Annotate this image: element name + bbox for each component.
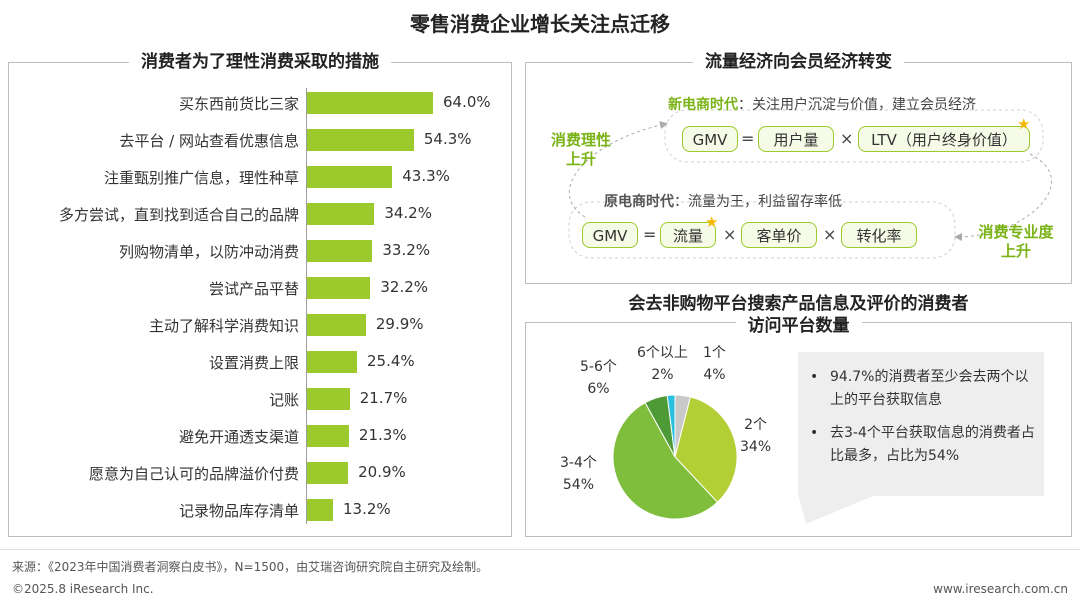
economy-shift-title: 流量经济向会员经济转变 bbox=[526, 51, 1071, 73]
bar bbox=[307, 351, 357, 373]
platform-count-panel: 会去非购物平台搜索产品信息及评价的消费者 访问平台数量 bbox=[525, 294, 1072, 537]
pie-label-4: 5-6个 6% bbox=[580, 359, 617, 397]
old-traffic-pill: 流量 bbox=[660, 222, 716, 248]
insight-box bbox=[798, 352, 1044, 496]
bar-category-label: 愿意为自己认可的品牌溢价付费 bbox=[88, 465, 299, 483]
bar bbox=[307, 499, 333, 521]
bar-category-label: 多方尝试，直到找到适合自己的品牌 bbox=[58, 206, 299, 224]
new-gmv-pill: GMV bbox=[682, 126, 738, 152]
bar-category-label: 买东西前货比三家 bbox=[178, 95, 299, 113]
pie-slice bbox=[612, 401, 719, 520]
bar-category-label: 尝试产品平替 bbox=[208, 280, 299, 298]
bar bbox=[307, 203, 375, 225]
source-note: 来源：《2023年中国消费者洞察白皮书》，N=1500，由艾瑞咨询研究院自主研究… bbox=[12, 560, 489, 574]
bar-value-label: 20.9% bbox=[358, 463, 406, 481]
copyright: ©2025.8 iResearch Inc. bbox=[12, 582, 154, 596]
pie-label-5: 6个以上 2% bbox=[637, 345, 688, 383]
new-users-pill: 用户量 bbox=[758, 126, 834, 152]
old-times-1: × bbox=[723, 225, 737, 244]
old-conversion-pill: 转化率 bbox=[841, 222, 917, 248]
old-equals: = bbox=[643, 225, 657, 244]
pie-slice bbox=[674, 396, 738, 503]
bar-category-label: 主动了解科学消费知识 bbox=[148, 317, 299, 335]
bar bbox=[307, 388, 350, 410]
new-era-tag: 新电商时代 bbox=[668, 97, 738, 113]
callout-tail bbox=[798, 494, 878, 524]
bar bbox=[307, 129, 414, 151]
measures-panel: 消费者为了理性消费采取的措施 bbox=[8, 52, 512, 537]
bar-value-label: 13.2% bbox=[342, 500, 391, 518]
old-times-2: × bbox=[823, 225, 837, 244]
bar bbox=[307, 277, 371, 299]
economy-shift-panel: 流量经济向会员经济转变 bbox=[525, 52, 1072, 284]
bar-value-label: 25.4% bbox=[367, 352, 415, 370]
pie-slice bbox=[666, 394, 676, 458]
new-era-line: 新电商时代：关注用户沉淀与价值，建立会员经济 bbox=[668, 94, 976, 114]
star-icon: ★ bbox=[705, 213, 719, 231]
bar-value-label: 32.2% bbox=[380, 278, 429, 296]
bar-value-label: 33.2% bbox=[382, 241, 431, 259]
star-icon: ★ bbox=[1017, 115, 1031, 133]
pie-label-2: 2个 34% bbox=[740, 417, 772, 455]
pie-label-1: 1个 4% bbox=[703, 345, 726, 383]
measures-panel-title: 消费者为了理性消费采取的措施 bbox=[9, 51, 511, 73]
bar bbox=[307, 462, 349, 484]
bar-value-label: 43.3% bbox=[402, 167, 450, 185]
bar bbox=[307, 314, 366, 336]
page-title: 零售消费企业增长关注点迁移 bbox=[410, 12, 670, 36]
website-link[interactable]: www.iresearch.com.cn bbox=[933, 582, 1068, 596]
platform-count-title: 会去非购物平台搜索产品信息及评价的消费者 访问平台数量 bbox=[526, 293, 1071, 337]
insight-note-2: • 去3-4个平台获取信息的消费者占比最多，占比为54% bbox=[810, 425, 1035, 464]
bar-value-label: 64.0% bbox=[443, 93, 491, 111]
new-era-frame bbox=[664, 109, 1044, 163]
new-equals: = bbox=[741, 129, 755, 148]
new-era-desc: ：关注用户沉淀与价值，建立会员经济 bbox=[738, 97, 976, 113]
pie-label-3: 3-4个 54% bbox=[560, 455, 597, 493]
bar-chart-axis bbox=[306, 88, 307, 524]
bar-value-label: 21.3% bbox=[358, 426, 407, 444]
bar-category-label: 避免开通透支渠道 bbox=[178, 428, 299, 446]
arrow-up-left bbox=[568, 121, 668, 218]
new-ltv-pill: LTV（用户终身价值） bbox=[858, 126, 1030, 152]
old-era-line: 原电商时代：流量为王，利益留存率低 bbox=[604, 191, 842, 211]
bar-category-label: 去平台 / 网站查看优惠信息 bbox=[119, 132, 299, 150]
bar-category-label: 记账 bbox=[268, 391, 299, 409]
bar-value-label: 54.3% bbox=[423, 130, 472, 148]
cycle-arrows bbox=[568, 109, 1052, 259]
old-aov-pill: 客单价 bbox=[741, 222, 817, 248]
old-gmv-pill: GMV bbox=[582, 222, 638, 248]
bar-value-label: 34.2% bbox=[384, 204, 432, 222]
old-era-tag: 原电商时代 bbox=[604, 194, 674, 210]
bar-value-label: 21.7% bbox=[359, 389, 408, 407]
old-era-frame bbox=[568, 201, 956, 259]
bar-category-label: 注重甄别推广信息，理性种草 bbox=[103, 169, 299, 187]
bar-category-label: 记录物品库存清单 bbox=[178, 502, 299, 520]
bar-category-label: 列购物清单，以防冲动消费 bbox=[118, 243, 299, 261]
arrow-down-right bbox=[954, 153, 1052, 241]
bar bbox=[307, 240, 373, 262]
bar bbox=[307, 425, 349, 447]
bar bbox=[307, 166, 393, 188]
footer-divider bbox=[0, 549, 1080, 550]
professional-rise-label: 消费专业度 上升 bbox=[978, 223, 1054, 260]
new-times: × bbox=[840, 129, 854, 148]
insight-note-1: • 94.7%的消费者至少会去两个以上的平台获取信息 bbox=[810, 369, 1029, 408]
bar bbox=[307, 92, 433, 114]
old-era-desc: ：流量为王，利益留存率低 bbox=[674, 194, 842, 210]
bar-value-label: 29.9% bbox=[375, 315, 424, 333]
platform-pie-chart bbox=[612, 394, 738, 520]
bar-category-label: 设置消费上限 bbox=[208, 354, 299, 372]
rational-rise-label: 消费理性 上升 bbox=[550, 131, 611, 168]
